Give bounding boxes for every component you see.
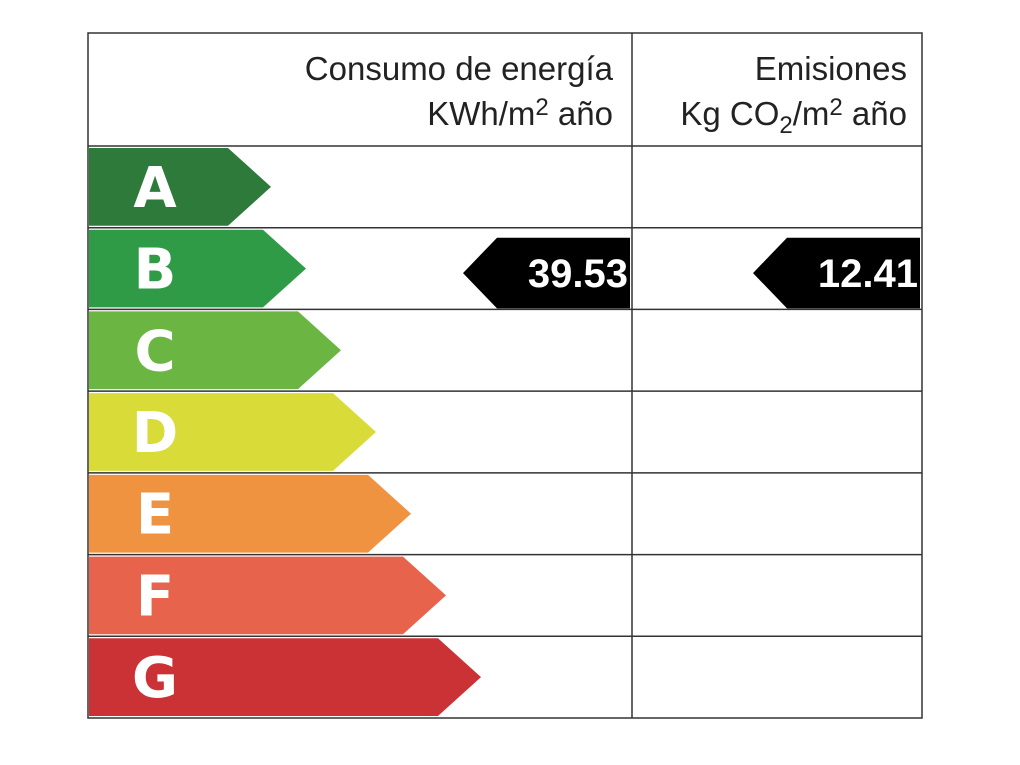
rating-bar (89, 393, 376, 471)
rating-bar (89, 638, 481, 716)
value-arrow (463, 237, 630, 309)
rating-letter: D (132, 401, 178, 466)
value-arrow (753, 237, 920, 309)
unit-sup: 2 (535, 94, 548, 121)
unit-part: año (843, 95, 907, 132)
rating-letter: E (136, 483, 174, 548)
rating-letter: B (134, 238, 177, 303)
rating-bar (89, 229, 306, 308)
unit-part: KWh/m (427, 95, 535, 132)
rating-bar (89, 311, 341, 390)
unit-sup: 2 (829, 94, 842, 121)
emissions-unit: Kg CO2/m2 año (680, 94, 907, 139)
value-text: 12.41 (818, 252, 918, 296)
rating-bar (89, 474, 411, 553)
table-border (87, 32, 923, 719)
rating-letter: G (132, 646, 178, 711)
energy-title: Consumo de energía (305, 50, 614, 87)
rating-bar (89, 556, 446, 635)
unit-part: año (549, 95, 613, 132)
value-text: 39.53 (528, 252, 628, 296)
unit-sub: 2 (779, 112, 792, 139)
unit-part: Kg CO (680, 95, 779, 132)
rating-letter: C (134, 319, 175, 384)
rating-letter: F (136, 564, 174, 629)
energy-unit: KWh/m2 año (427, 94, 613, 132)
rating-letter: A (133, 156, 177, 221)
rating-bar (89, 148, 271, 226)
emissions-title: Emisiones (755, 50, 907, 87)
unit-part: /m (793, 95, 830, 132)
